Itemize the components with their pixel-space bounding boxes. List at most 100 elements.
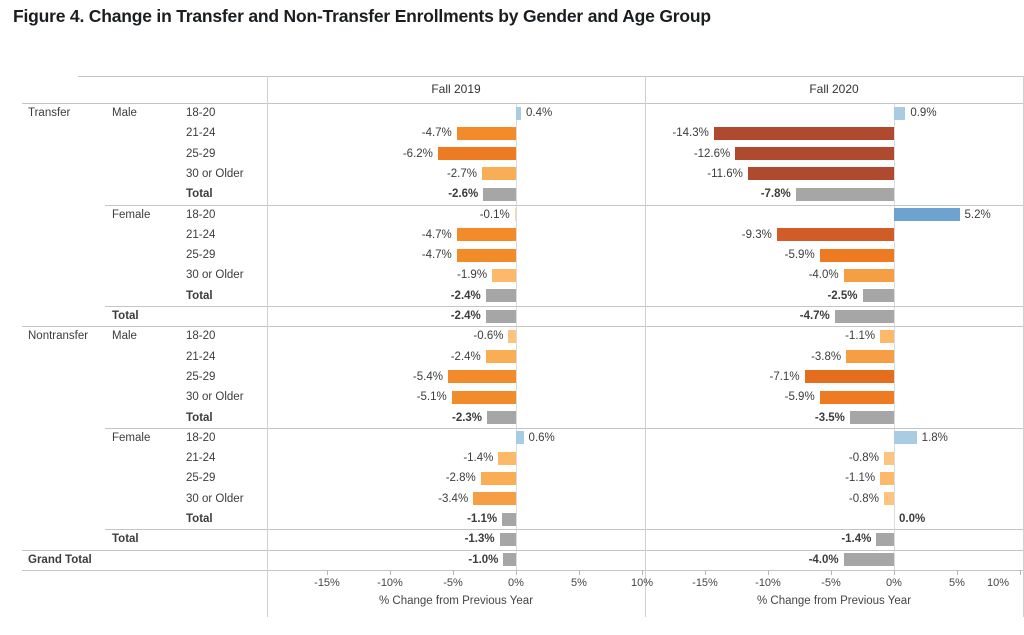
header-bottom-border [22,103,1023,104]
value-label-fall2020: -3.5% [814,411,845,424]
bar-fall2020 [894,106,906,120]
age-label: 30 or Older [186,269,244,282]
bar-fall2019 [516,431,524,445]
age-label: 21-24 [186,452,216,465]
row-separator [105,427,1023,429]
bar-fall2019 [485,309,516,323]
value-label-fall2019: -5.1% [416,391,447,404]
value-label-fall2019: -1.9% [457,269,488,282]
bar-fall2020 [880,471,894,485]
bar-fall2020 [834,309,894,323]
row-separator [105,529,1023,531]
panel-header-fall2020: Fall 2020 [809,82,859,96]
axis-tick [831,570,832,575]
zero-axis-line [516,103,517,570]
bar-fall2020 [880,329,894,343]
axis-tick [894,570,895,575]
age-label: Total [186,289,213,302]
value-label-fall2019: -4.7% [421,127,452,140]
axis-tick [957,570,958,575]
bar-fall2020 [804,370,894,384]
bar-fall2019 [483,187,516,201]
age-label: 18-20 [186,431,216,444]
value-label-fall2020: 5.2% [964,208,991,221]
table-top-border [78,76,1023,77]
axis-tick [390,570,391,575]
bar-fall2020 [894,431,917,445]
age-label: 25-29 [186,249,216,262]
axis-tick [327,570,328,575]
value-label-fall2019: -2.8% [445,472,476,485]
bar-fall2019 [508,329,516,343]
value-label-fall2020: 0.0% [899,513,926,525]
value-label-fall2020: -7.1% [769,370,800,383]
axis-tick [1020,570,1021,575]
value-label-fall2019: -0.6% [473,330,504,343]
age-label: Total [186,513,213,525]
bar-fall2019 [480,471,516,485]
value-label-fall2020: -4.7% [799,310,830,322]
axis-line [22,570,1023,571]
age-label: 30 or Older [186,391,244,404]
bar-fall2019 [437,147,516,161]
bar-fall2020 [819,248,894,262]
axis-tick-label: 0% [508,577,524,589]
bar-fall2019 [487,411,516,424]
value-label-fall2019: -2.4% [450,350,481,363]
value-label-fall2019: -2.7% [446,167,477,180]
axis-tick-label: 5% [949,577,965,589]
axis-tick-label: -5% [443,577,463,589]
age-label: 21-24 [186,350,216,363]
value-label-fall2019: -3.4% [438,492,469,505]
axis-title-fall2019: % Change from Previous Year [378,595,534,607]
group-label: Transfer [28,107,71,119]
value-label-fall2020: -1.1% [845,472,876,485]
value-label-fall2020: -1.1% [845,330,876,343]
bar-fall2019 [451,390,516,404]
value-label-fall2019: -1.3% [464,533,495,546]
bar-fall2020 [735,147,894,161]
value-label-fall2020: -3.8% [811,350,842,363]
bar-fall2020 [883,492,894,506]
axis-tick-label: 10% [630,577,654,589]
axis-tick [705,570,706,575]
panel-border [266,76,268,617]
bar-fall2020 [819,390,894,404]
bar-fall2019 [456,248,516,262]
axis-tick [453,570,454,575]
row-separator [105,204,1023,206]
panel-header-fall2019: Fall 2019 [431,82,481,96]
value-label-fall2019: -5.4% [412,370,443,383]
group-label: Nontransfer [28,330,89,343]
axis-tick-label: 0% [886,577,902,589]
axis-tick [579,570,580,575]
row-separator [22,326,1023,328]
gender-label: Total [112,310,139,322]
value-label-fall2020: -12.6% [693,147,731,160]
bar-fall2019 [485,289,516,303]
value-label-fall2019: -4.7% [421,249,452,262]
bar-fall2020 [849,411,894,424]
row-separator [22,549,1023,551]
value-label-fall2020: 0.9% [910,107,937,119]
bar-fall2019 [456,126,516,140]
gender-label: Male [112,107,137,119]
age-label: 21-24 [186,127,216,140]
value-label-fall2020: -7.8% [760,188,791,201]
bar-fall2020 [894,208,960,221]
axis-tick-label: -15% [314,577,340,589]
value-label-fall2020: -4.0% [808,269,839,282]
value-label-fall2020: -4.0% [808,553,839,566]
value-label-fall2019: -0.1% [479,208,510,221]
value-label-fall2019: -2.4% [450,310,481,322]
axis-tick-label: -5% [821,577,841,589]
value-label-fall2020: -2.5% [827,289,858,302]
value-label-fall2020: -14.3% [672,127,709,140]
axis-tick-label: -15% [692,577,718,589]
value-label-fall2020: 1.8% [921,431,948,444]
bar-fall2020 [876,532,894,546]
bar-fall2019 [499,532,516,546]
age-label: 25-29 [186,147,216,160]
group-label: Grand Total [28,553,92,566]
